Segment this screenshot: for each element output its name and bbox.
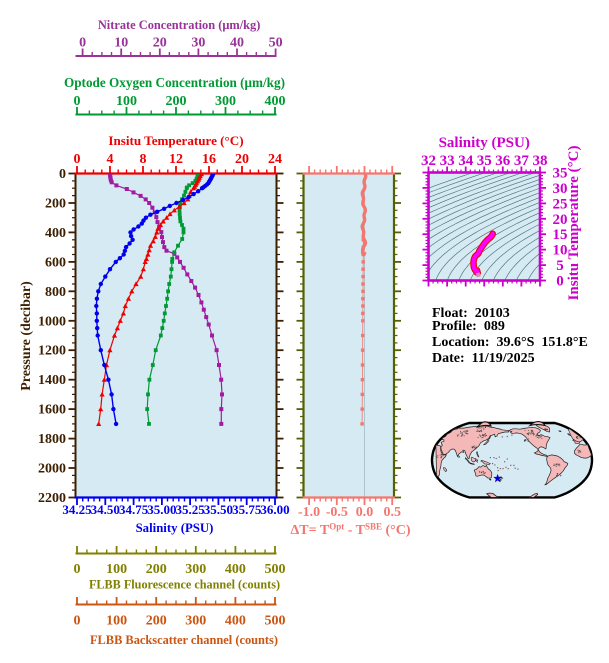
- svg-text:800: 800: [45, 285, 66, 300]
- svg-text:Float: 20103: Float: 20103: [432, 306, 510, 321]
- svg-text:33: 33: [440, 153, 455, 169]
- svg-text:5: 5: [556, 258, 564, 274]
- svg-text:24: 24: [268, 152, 282, 167]
- svg-text:1600: 1600: [38, 403, 66, 418]
- svg-text:Insitu Temperature (°C): Insitu Temperature (°C): [108, 133, 243, 148]
- svg-text:10: 10: [553, 243, 568, 259]
- svg-text:2000: 2000: [38, 462, 66, 477]
- svg-text:-0.5: -0.5: [326, 505, 348, 520]
- svg-text:16: 16: [202, 152, 216, 167]
- svg-text:36.00: 36.00: [260, 502, 289, 517]
- svg-text:Profile: 089: Profile: 089: [432, 319, 505, 334]
- svg-text:0: 0: [59, 167, 66, 182]
- svg-text:37: 37: [514, 153, 530, 169]
- svg-text:1000: 1000: [38, 314, 66, 329]
- svg-text:0: 0: [556, 274, 564, 290]
- svg-text:300: 300: [215, 94, 236, 109]
- svg-text:30: 30: [191, 36, 205, 51]
- svg-text:Nitrate Concentration (μm/kg): Nitrate Concentration (μm/kg): [98, 18, 261, 32]
- svg-text:500: 500: [265, 614, 286, 629]
- svg-text:0: 0: [74, 152, 81, 167]
- svg-text:36: 36: [495, 153, 511, 169]
- svg-text:Pressure (decibar): Pressure (decibar): [19, 281, 34, 391]
- svg-text:Salinity (PSU): Salinity (PSU): [136, 521, 214, 535]
- svg-text:200: 200: [45, 197, 66, 212]
- svg-text:1800: 1800: [38, 432, 66, 447]
- svg-text:400: 400: [225, 562, 246, 577]
- svg-text:40: 40: [230, 36, 244, 51]
- svg-text:300: 300: [185, 614, 206, 629]
- svg-text:-1.0: -1.0: [298, 505, 320, 520]
- svg-text:100: 100: [106, 562, 127, 577]
- svg-text:34.25: 34.25: [62, 502, 92, 517]
- svg-text:35.50: 35.50: [204, 502, 233, 517]
- svg-text:Salinity (PSU): Salinity (PSU): [439, 135, 530, 151]
- svg-text:15: 15: [553, 227, 568, 243]
- svg-text:400: 400: [45, 226, 66, 241]
- svg-text:34.50: 34.50: [91, 502, 120, 517]
- svg-text:FLBB Backscatter channel (coun: FLBB Backscatter channel (counts): [90, 633, 278, 647]
- svg-text:2200: 2200: [38, 491, 66, 506]
- svg-text:35.25: 35.25: [175, 502, 205, 517]
- svg-text:Optode Oxygen Concentration (μ: Optode Oxygen Concentration (μm/kg): [64, 75, 285, 90]
- svg-text:0: 0: [79, 36, 86, 51]
- svg-text:34: 34: [458, 153, 474, 169]
- svg-text:0: 0: [74, 94, 81, 109]
- svg-text:25: 25: [553, 196, 568, 212]
- svg-text:Date: 11/19/2025: Date: 11/19/2025: [432, 351, 535, 366]
- svg-text:35: 35: [553, 166, 568, 182]
- svg-text:8: 8: [140, 152, 147, 167]
- svg-text:200: 200: [146, 562, 167, 577]
- svg-text:1400: 1400: [38, 373, 66, 388]
- svg-text:10: 10: [114, 36, 128, 51]
- svg-text:34.75: 34.75: [119, 502, 149, 517]
- svg-text:ΔT= TOpt - TSBE (°C): ΔT= TOpt - TSBE (°C): [291, 522, 411, 539]
- svg-text:400: 400: [265, 94, 286, 109]
- svg-text:35: 35: [477, 153, 492, 169]
- svg-text:4: 4: [107, 152, 114, 167]
- svg-text:200: 200: [166, 94, 187, 109]
- svg-text:500: 500: [265, 562, 286, 577]
- svg-text:Location: 39.6°S 151.8°E: Location: 39.6°S 151.8°E: [432, 335, 588, 350]
- svg-text:0: 0: [74, 562, 81, 577]
- svg-text:400: 400: [225, 614, 246, 629]
- svg-text:12: 12: [169, 152, 183, 167]
- svg-text:0.5: 0.5: [383, 505, 401, 520]
- svg-text:600: 600: [45, 255, 66, 270]
- svg-text:35.00: 35.00: [147, 502, 176, 517]
- svg-text:200: 200: [146, 614, 167, 629]
- svg-text:38: 38: [533, 153, 548, 169]
- svg-text:32: 32: [421, 153, 436, 169]
- svg-text:100: 100: [116, 94, 137, 109]
- svg-text:1200: 1200: [38, 344, 66, 359]
- svg-text:30: 30: [553, 181, 568, 197]
- svg-text:Insitu Temperature (°C): Insitu Temperature (°C): [566, 146, 582, 301]
- svg-text:20: 20: [153, 36, 167, 51]
- svg-text:20: 20: [235, 152, 249, 167]
- svg-text:100: 100: [106, 614, 127, 629]
- svg-text:0.0: 0.0: [356, 505, 374, 520]
- svg-text:20: 20: [553, 212, 568, 228]
- svg-text:35.75: 35.75: [232, 502, 262, 517]
- svg-text:300: 300: [185, 562, 206, 577]
- svg-text:0: 0: [74, 614, 81, 629]
- svg-text:50: 50: [269, 36, 283, 51]
- svg-text:FLBB Fluorescence channel (cou: FLBB Fluorescence channel (counts): [89, 578, 280, 592]
